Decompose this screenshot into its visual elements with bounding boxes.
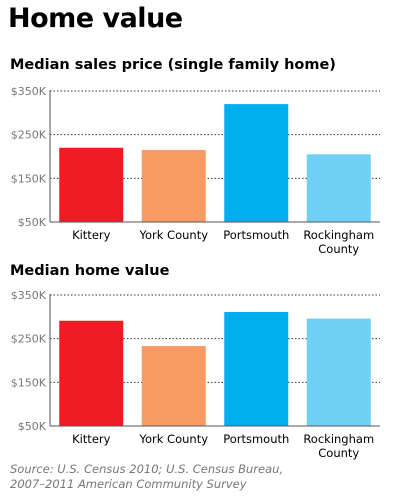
bar-3 [306,154,371,222]
x-category-label: County [318,446,359,460]
y-tick-label: $350K [11,85,47,98]
bar-0 [59,320,124,426]
bar-2 [224,104,289,222]
source-note: Source: U.S. Census 2010; U.S. Census Bu… [10,462,390,492]
chart-title-home-value: Median home value [10,263,170,279]
y-tick-label: $350K [11,289,47,302]
y-tick-label: $50K [18,216,47,229]
sales-price-bar-chart: $50K $150K $250K $350K Kittery York County Por… [11,85,380,256]
x-category-label: Rockingham [303,228,374,242]
x-category-label: Portsmouth [223,432,289,446]
y-tick-label: $150K [11,376,47,389]
y-tick-label: $150K [11,172,47,185]
x-category-label: York County [138,432,208,446]
x-category-label: York County [138,228,208,242]
bar-2 [224,312,289,426]
x-category-label: Rockingham [303,432,374,446]
x-category-label: Kittery [72,228,111,242]
bar-1 [141,346,206,426]
source-line-2: 2007–2011 American Community Survey [10,477,247,491]
home-value-bar-chart: $50K $150K $250K $350K Kittery York County Por… [11,289,380,460]
y-tick-label: $250K [11,129,47,142]
x-category-label: County [318,242,359,256]
x-category-label: Portsmouth [223,228,289,242]
chart-title-sales-price: Median sales price (single family home) [10,57,336,73]
y-tick-label: $250K [11,333,47,346]
y-tick-label: $50K [18,420,47,433]
bar-0 [59,147,124,222]
page-title: Home value [8,3,183,34]
x-category-label: Kittery [72,432,111,446]
source-line-1: Source: U.S. Census 2010; U.S. Census Bu… [10,462,284,476]
bar-1 [141,149,206,222]
bar-3 [306,318,371,426]
